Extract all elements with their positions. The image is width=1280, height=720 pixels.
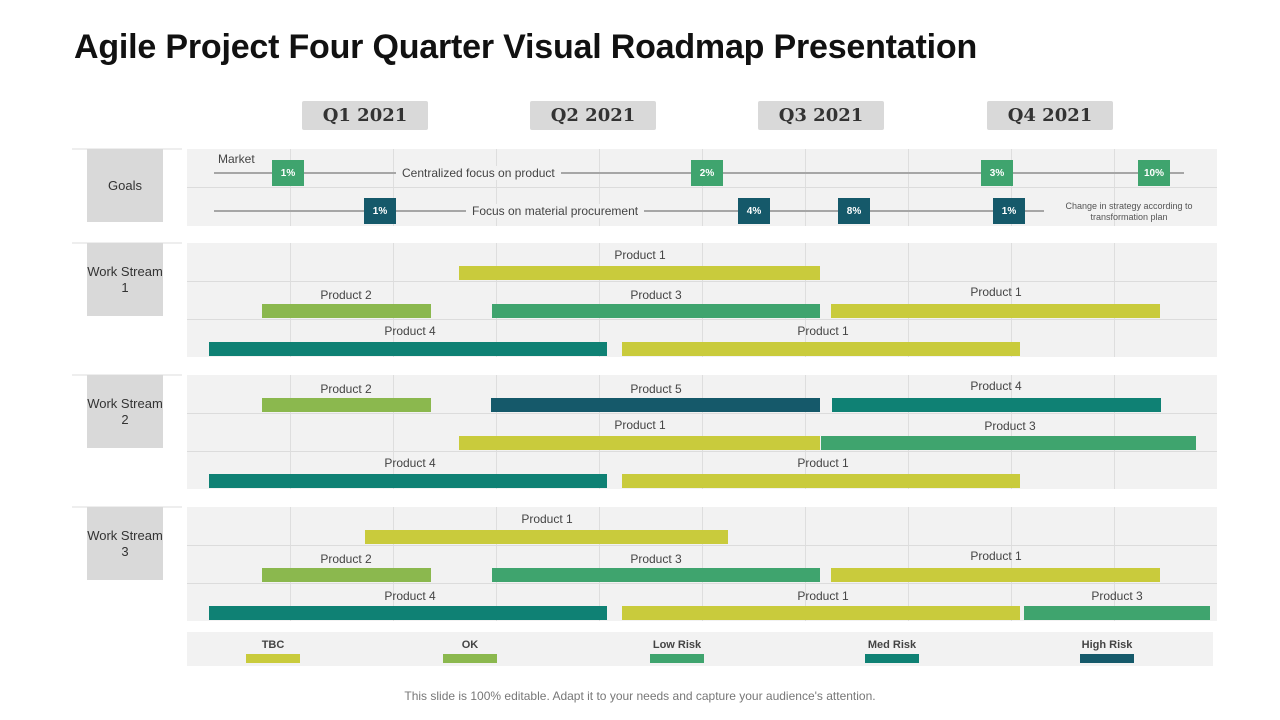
bar-label: Product 2 — [320, 382, 372, 396]
legend-label-low-risk: Low Risk — [652, 639, 702, 651]
goals-label: Goals — [87, 149, 163, 222]
bar-label: Product 3 — [630, 552, 682, 566]
product-bar — [365, 530, 728, 544]
legend-swatch-tbc — [246, 654, 300, 663]
product-bar — [622, 606, 1020, 620]
goal-badge: 1% — [364, 198, 396, 224]
product-bar — [831, 568, 1160, 582]
bar-label: Product 3 — [984, 419, 1036, 433]
goal-text-product: Centralized focus on product — [396, 166, 561, 180]
goal-text-procurement: Focus on material procurement — [466, 204, 645, 218]
product-bar — [1024, 606, 1210, 620]
legend-swatch-med-risk — [865, 654, 919, 663]
legend-swatch-ok — [443, 654, 497, 663]
row-divider — [187, 187, 1217, 188]
row-divider — [187, 319, 1217, 320]
stream-1-band — [187, 243, 1217, 357]
bar-label: Product 1 — [797, 324, 849, 338]
quarter-header-q3: Q3 2021 — [758, 101, 884, 130]
product-bar — [262, 568, 431, 582]
product-bar — [209, 342, 607, 356]
bar-label: Product 4 — [384, 324, 436, 338]
bar-label: Product 4 — [384, 456, 436, 470]
goal-badge: 8% — [838, 198, 870, 224]
product-bar — [821, 436, 1196, 450]
product-bar — [491, 398, 820, 412]
product-bar — [831, 304, 1160, 318]
goal-badge: 2% — [691, 160, 723, 186]
footer-note: This slide is 100% editable. Adapt it to… — [404, 689, 876, 703]
bar-label: Product 1 — [797, 456, 849, 470]
product-bar — [262, 398, 431, 412]
slide-title: Agile Project Four Quarter Visual Roadma… — [74, 28, 978, 66]
legend-label-high-risk: High Risk — [1081, 639, 1133, 651]
legend-label-tbc: TBC — [261, 639, 285, 651]
stream-3-label: Work Stream 3 — [87, 507, 163, 580]
legend-label-med-risk: Med Risk — [867, 639, 917, 651]
stream-2-label: Work Stream 2 — [87, 375, 163, 448]
row-divider — [187, 545, 1217, 546]
bar-label: Product 1 — [521, 512, 573, 526]
bar-label: Product 1 — [614, 248, 666, 262]
goal-badge: 3% — [981, 160, 1013, 186]
product-bar — [262, 304, 431, 318]
product-bar — [209, 606, 607, 620]
product-bar — [492, 304, 820, 318]
quarter-header-q1: Q1 2021 — [302, 101, 428, 130]
bar-label: Product 4 — [384, 589, 436, 603]
product-bar — [832, 398, 1161, 412]
bar-label: Product 1 — [970, 285, 1022, 299]
legend-label-ok: OK — [461, 639, 479, 651]
quarter-header-q4: Q4 2021 — [987, 101, 1113, 130]
product-bar — [492, 568, 820, 582]
product-bar — [622, 474, 1020, 488]
bar-label: Product 3 — [1091, 589, 1143, 603]
product-bar — [459, 436, 820, 450]
product-bar — [622, 342, 1020, 356]
goal-badge: 4% — [738, 198, 770, 224]
stream-1-label: Work Stream 1 — [87, 243, 163, 316]
market-label: Market — [218, 152, 255, 166]
product-bar — [209, 474, 607, 488]
goal-badge: 1% — [272, 160, 304, 186]
bar-label: Product 4 — [970, 379, 1022, 393]
stream-3-band — [187, 507, 1217, 621]
goal-badge: 1% — [993, 198, 1025, 224]
row-divider — [187, 281, 1217, 282]
stream-2-band — [187, 375, 1217, 489]
bar-label: Product 5 — [630, 382, 682, 396]
bar-label: Product 1 — [797, 589, 849, 603]
bar-label: Product 1 — [970, 549, 1022, 563]
legend-swatch-low-risk — [650, 654, 704, 663]
bar-label: Product 1 — [614, 418, 666, 432]
row-divider — [187, 583, 1217, 584]
legend-swatch-high-risk — [1080, 654, 1134, 663]
quarter-header-q2: Q2 2021 — [530, 101, 656, 130]
bar-label: Product 2 — [320, 288, 372, 302]
status-legend: TBC OK Low Risk Med Risk High Risk — [187, 632, 1213, 666]
bar-label: Product 3 — [630, 288, 682, 302]
product-bar — [459, 266, 820, 280]
goal-badge: 10% — [1138, 160, 1170, 186]
strategy-note: Change in strategy according to transfor… — [1065, 201, 1193, 222]
row-divider — [187, 413, 1217, 414]
row-divider — [187, 451, 1217, 452]
bar-label: Product 2 — [320, 552, 372, 566]
